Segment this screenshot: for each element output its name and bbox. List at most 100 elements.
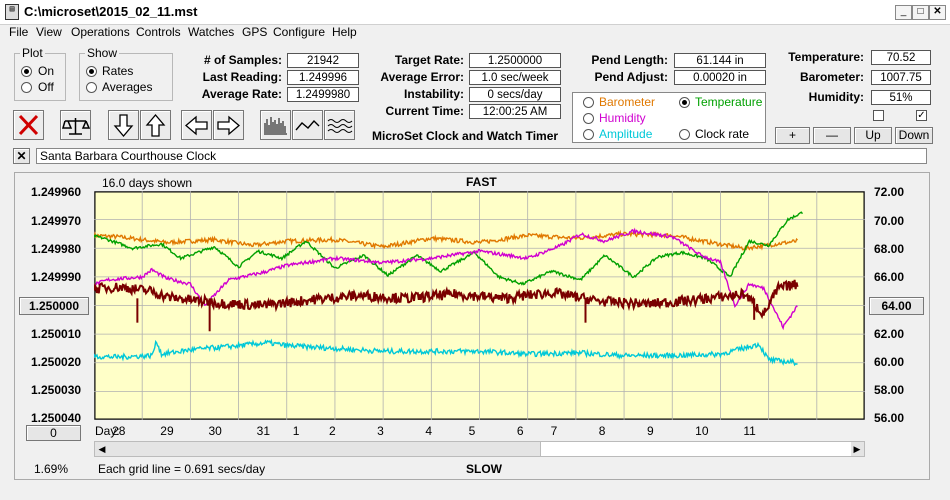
center-rate-button[interactable]: 1.250000 <box>19 297 89 315</box>
watch-name-field[interactable]: Santa Barbara Courthouse Clock <box>36 148 927 164</box>
move-down-button[interactable] <box>108 110 139 140</box>
series-line-temperature <box>94 211 803 286</box>
pend-length-label: Pend Length: <box>591 53 668 67</box>
instability-label: Instability: <box>403 87 464 101</box>
menu-gps[interactable]: GPS <box>242 25 268 39</box>
samples-label: # of Samples: <box>203 53 282 67</box>
scroll-left-button[interactable] <box>181 110 212 140</box>
left-tick: 1.249970 <box>31 214 82 228</box>
humidity-label: Humidity: <box>808 90 864 104</box>
scale-up-button[interactable]: Up <box>854 127 892 144</box>
humidity-value: 51% <box>871 90 931 105</box>
left-tick: 1.249990 <box>31 270 82 284</box>
line-graph-button[interactable] <box>292 110 323 140</box>
show-averages-label[interactable]: Averages <box>102 80 153 94</box>
day-tick-label: 2 <box>328 424 336 438</box>
close-window-icon[interactable]: ✕ <box>929 5 946 20</box>
rate-chart[interactable] <box>94 191 865 420</box>
menu-help[interactable]: Help <box>332 25 357 39</box>
pend-length-value[interactable]: 61.144 in <box>674 53 766 68</box>
right-checkbox[interactable]: ✓ <box>916 110 927 121</box>
temperature-value: 70.52 <box>871 50 931 65</box>
plot-off-label[interactable]: Off <box>38 80 54 94</box>
scale-minus-button[interactable]: — <box>813 127 851 144</box>
series-humidity-label[interactable]: Humidity <box>599 111 646 125</box>
current-time-label: Current Time: <box>385 104 464 118</box>
left-tick: 1.250040 <box>31 411 82 425</box>
left-checkbox[interactable] <box>873 110 884 121</box>
pend-adjust-value[interactable]: 0.00020 in <box>674 70 766 85</box>
plot-on-radio[interactable] <box>21 66 32 77</box>
series-clock-rate-radio[interactable] <box>679 129 690 140</box>
day-tick-label: 31 <box>256 424 271 438</box>
menu-bar: File View Operations Controls Watches GP… <box>0 24 950 42</box>
series-barometer-label[interactable]: Barometer <box>599 95 656 109</box>
day-tick-label: 6 <box>516 424 524 438</box>
series-temperature-label[interactable]: Temperature <box>695 95 763 109</box>
menu-file[interactable]: File <box>9 25 29 39</box>
day-tick-label: 28 <box>112 424 126 438</box>
scroll-left-arrow-icon[interactable]: ◀ <box>98 444 106 454</box>
scroll-right-button[interactable] <box>213 110 244 140</box>
arrow-left-icon <box>184 115 208 136</box>
samples-value: 21942 <box>287 53 359 68</box>
series-line-amplitude <box>94 338 798 367</box>
target-rate-label: Target Rate: <box>394 53 464 67</box>
series-humidity-radio[interactable] <box>583 113 594 124</box>
arrow-right-icon <box>217 115 241 136</box>
day-tick-label: 4 <box>425 424 432 438</box>
day-tick-label: 11 <box>743 424 756 438</box>
close-watch-icon[interactable]: ✕ <box>13 148 30 164</box>
days-shown-label: 16.0 days shown <box>102 176 193 190</box>
series-lines <box>94 211 803 367</box>
series-amplitude-radio[interactable] <box>583 129 594 140</box>
histogram-button[interactable] <box>260 110 291 140</box>
menu-watches[interactable]: Watches <box>188 25 235 39</box>
plot-on-label[interactable]: On <box>38 64 55 78</box>
day-tick-label: 3 <box>377 424 384 438</box>
average-rate-label: Average Rate: <box>201 87 282 101</box>
show-rates-label[interactable]: Rates <box>102 64 134 78</box>
show-rates-radio[interactable] <box>86 66 97 77</box>
scrollbar-thumb[interactable] <box>540 442 851 456</box>
series-selector <box>572 92 766 143</box>
temperature-label: Temperature: <box>788 50 864 64</box>
slow-label: SLOW <box>466 462 502 476</box>
show-averages-radio[interactable] <box>86 82 97 93</box>
wave-graph-button[interactable] <box>324 110 355 140</box>
target-rate-value[interactable]: 1.2500000 <box>469 53 561 68</box>
instability-value: 0 secs/day <box>469 87 561 102</box>
series-barometer-radio[interactable] <box>583 97 594 108</box>
average-error-label: Average Error: <box>380 70 464 84</box>
show-group-title: Show <box>85 46 120 60</box>
arrow-down-icon <box>113 114 134 138</box>
series-temperature-radio[interactable] <box>679 97 690 108</box>
clear-button[interactable] <box>13 110 44 140</box>
day-tick-label: 29 <box>160 424 174 438</box>
menu-controls[interactable]: Controls <box>136 25 181 39</box>
right-tick: 58.00 <box>874 383 905 397</box>
app-icon[interactable]: ▤ <box>5 4 19 20</box>
plot-off-radio[interactable] <box>21 82 32 93</box>
menu-configure[interactable]: Configure <box>273 25 326 39</box>
left-tick: 1.250010 <box>31 327 82 341</box>
offset-button[interactable]: 0 <box>26 425 81 441</box>
plot-group-title: Plot <box>20 46 45 60</box>
center-right-button[interactable]: 64.00 <box>869 297 924 315</box>
scale-plus-button[interactable]: + <box>775 127 810 144</box>
menu-operations[interactable]: Operations <box>71 25 130 39</box>
scale-down-button[interactable]: Down <box>895 127 933 144</box>
right-tick: 68.00 <box>874 242 905 256</box>
move-up-button[interactable] <box>140 110 171 140</box>
balance-button[interactable] <box>60 110 91 140</box>
day-tick-label: 8 <box>598 424 606 438</box>
menu-view[interactable]: View <box>36 25 62 39</box>
maximize-icon[interactable]: □ <box>912 5 929 20</box>
scroll-right-arrow-icon[interactable]: ▶ <box>853 444 861 454</box>
minimize-icon[interactable]: _ <box>895 5 912 20</box>
series-amplitude-label[interactable]: Amplitude <box>599 127 653 141</box>
right-tick: 56.00 <box>874 411 905 425</box>
grid-note: Each grid line = 0.691 secs/day <box>98 462 266 476</box>
day-tick-label: 9 <box>646 424 654 438</box>
series-clock-rate-label[interactable]: Clock rate <box>695 127 750 141</box>
